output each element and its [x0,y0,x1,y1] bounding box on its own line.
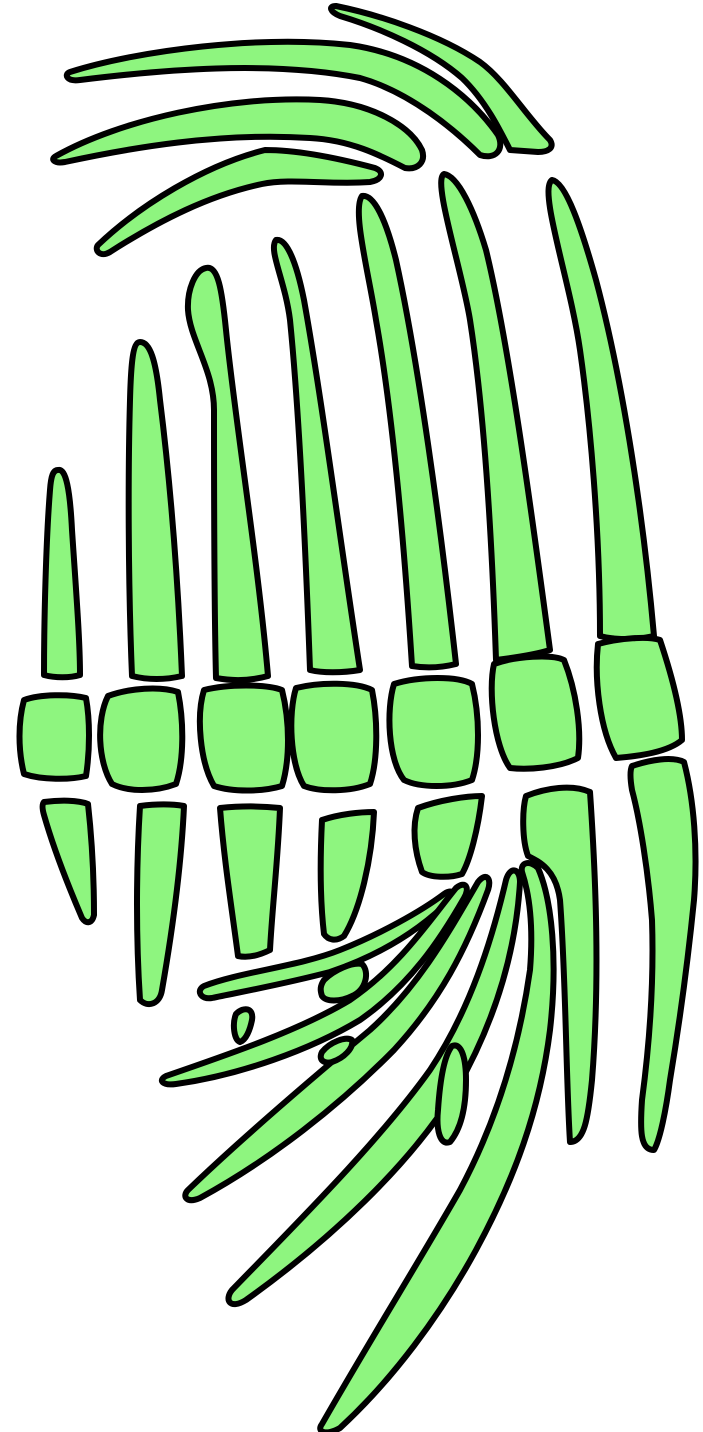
ventral-spine-6 [520,784,600,1145]
dorsal-spine-7 [545,177,657,642]
ventral-spine-group [39,756,699,1153]
dorsal-spine-5 [355,193,459,671]
ventral-spine-4 [317,809,377,943]
dorsal-spine-3 [184,264,271,684]
top-rib-group [50,3,555,258]
vertebra-5 [386,675,481,789]
vertebra-1 [16,692,92,782]
top-rib-4 [93,147,384,258]
vertebra-group [16,634,685,794]
vertebra-2 [97,685,186,793]
ossicle-1 [317,960,370,1004]
ventral-spine-7 [627,756,699,1153]
top-rib-1 [63,38,504,160]
ventral-spine-3 [217,803,283,960]
ossicle-2 [230,1006,256,1045]
fin-ray-2 [158,881,470,1088]
fin-ray-4 [225,867,523,1308]
ventral-spine-5 [411,793,485,880]
top-rib-2 [328,3,555,155]
vertebra-3 [196,682,291,794]
fin-ray-5 [317,860,557,1432]
vertebra-7 [593,634,685,761]
ventral-spine-2 [134,801,187,1008]
fin-ray-6 [434,1042,469,1146]
dorsal-spine-6 [438,171,553,663]
top-rib-3 [50,96,426,172]
vertebra-6 [488,653,583,772]
fin-ray-group [158,860,557,1432]
ossicle-group [230,960,370,1066]
dorsal-spine-1 [41,467,83,681]
dorsal-spine-4 [270,237,363,676]
dorsal-spine-2 [125,339,185,682]
ossicle-3 [317,1035,356,1066]
vertebra-4 [288,680,380,794]
ventral-spine-1 [39,797,97,926]
dorsal-spine-group [41,171,657,684]
